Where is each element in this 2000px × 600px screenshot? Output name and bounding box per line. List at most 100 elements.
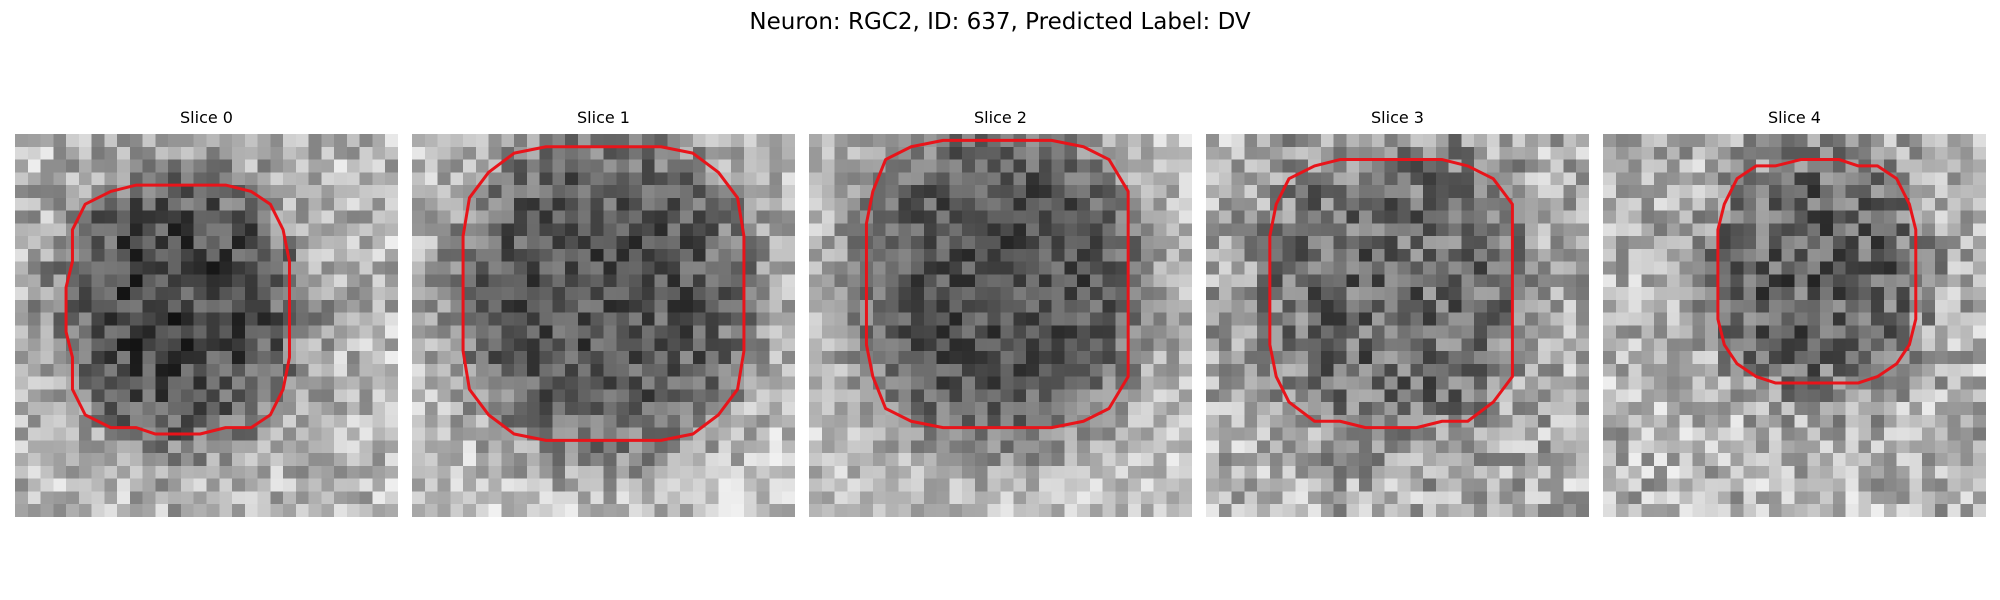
image-pixel xyxy=(1935,185,1948,198)
image-pixel xyxy=(1359,160,1372,173)
image-pixel xyxy=(130,274,143,287)
image-pixel xyxy=(1385,134,1398,147)
image-pixel xyxy=(1705,300,1718,313)
image-pixel xyxy=(1128,249,1141,262)
image-pixel xyxy=(1398,300,1411,313)
image-pixel xyxy=(1525,223,1538,236)
image-pixel xyxy=(1128,415,1141,428)
image-pixel xyxy=(1820,504,1833,517)
image-pixel xyxy=(1795,223,1808,236)
image-pixel xyxy=(1718,440,1731,453)
image-pixel xyxy=(1935,504,1948,517)
image-pixel xyxy=(334,377,347,390)
image-pixel xyxy=(1654,440,1667,453)
image-pixel xyxy=(604,274,617,287)
image-pixel xyxy=(527,313,540,326)
image-pixel xyxy=(309,198,322,211)
image-pixel xyxy=(321,453,334,466)
image-pixel xyxy=(168,453,181,466)
image-pixel xyxy=(1487,262,1500,275)
image-pixel xyxy=(591,415,604,428)
image-pixel xyxy=(835,402,848,415)
image-pixel xyxy=(1308,134,1321,147)
image-pixel xyxy=(1077,338,1090,351)
image-pixel xyxy=(1743,223,1756,236)
image-pixel xyxy=(463,326,476,339)
image-pixel xyxy=(1398,198,1411,211)
image-pixel xyxy=(334,415,347,428)
image-pixel xyxy=(1154,338,1167,351)
image-pixel xyxy=(347,172,360,185)
image-pixel xyxy=(604,364,617,377)
image-pixel xyxy=(104,364,117,377)
image-pixel xyxy=(1154,326,1167,339)
image-pixel xyxy=(219,236,232,249)
image-pixel xyxy=(1154,504,1167,517)
image-pixel xyxy=(578,185,591,198)
image-pixel xyxy=(53,351,66,364)
image-pixel xyxy=(1833,211,1846,224)
image-pixel xyxy=(28,147,41,160)
image-pixel xyxy=(1743,389,1756,402)
image-pixel xyxy=(258,313,271,326)
image-pixel xyxy=(334,326,347,339)
image-pixel xyxy=(1090,364,1103,377)
image-pixel xyxy=(847,326,860,339)
image-pixel xyxy=(53,211,66,224)
image-pixel xyxy=(1128,134,1141,147)
image-pixel xyxy=(438,172,451,185)
image-pixel xyxy=(258,338,271,351)
image-pixel xyxy=(937,326,950,339)
image-pixel xyxy=(1436,287,1449,300)
image-pixel xyxy=(334,287,347,300)
image-pixel xyxy=(1563,415,1576,428)
image-pixel xyxy=(616,415,629,428)
image-pixel xyxy=(1461,440,1474,453)
image-pixel xyxy=(1398,402,1411,415)
image-pixel xyxy=(1871,147,1884,160)
image-pixel xyxy=(92,313,105,326)
image-pixel xyxy=(1077,262,1090,275)
image-pixel xyxy=(168,479,181,492)
image-pixel xyxy=(1743,262,1756,275)
image-pixel xyxy=(476,338,489,351)
image-pixel xyxy=(1346,274,1359,287)
image-pixel xyxy=(143,415,156,428)
image-pixel xyxy=(667,338,680,351)
image-pixel xyxy=(847,287,860,300)
image-pixel xyxy=(1359,338,1372,351)
image-pixel xyxy=(1154,479,1167,492)
image-pixel xyxy=(1474,491,1487,504)
image-pixel xyxy=(1820,147,1833,160)
image-pixel xyxy=(130,300,143,313)
image-pixel xyxy=(667,134,680,147)
image-pixel xyxy=(79,262,92,275)
image-pixel xyxy=(1795,415,1808,428)
image-pixel xyxy=(1846,172,1859,185)
image-pixel xyxy=(552,338,565,351)
image-pixel xyxy=(1001,338,1014,351)
image-pixel xyxy=(693,236,706,249)
image-pixel xyxy=(309,377,322,390)
image-pixel xyxy=(41,351,54,364)
image-pixel xyxy=(476,466,489,479)
image-pixel xyxy=(552,389,565,402)
image-pixel xyxy=(181,274,194,287)
image-pixel xyxy=(372,160,385,173)
image-pixel xyxy=(1206,377,1219,390)
image-pixel xyxy=(1603,223,1616,236)
image-pixel xyxy=(1052,249,1065,262)
image-pixel xyxy=(1270,504,1283,517)
image-pixel xyxy=(1743,491,1756,504)
image-pixel xyxy=(1948,160,1961,173)
image-pixel xyxy=(1154,185,1167,198)
image-pixel xyxy=(1603,236,1616,249)
image-pixel xyxy=(1705,389,1718,402)
image-pixel xyxy=(207,287,220,300)
image-pixel xyxy=(1232,313,1245,326)
image-pixel xyxy=(1257,134,1270,147)
image-pixel xyxy=(347,211,360,224)
image-pixel xyxy=(591,236,604,249)
image-pixel xyxy=(1295,377,1308,390)
image-pixel xyxy=(1141,402,1154,415)
